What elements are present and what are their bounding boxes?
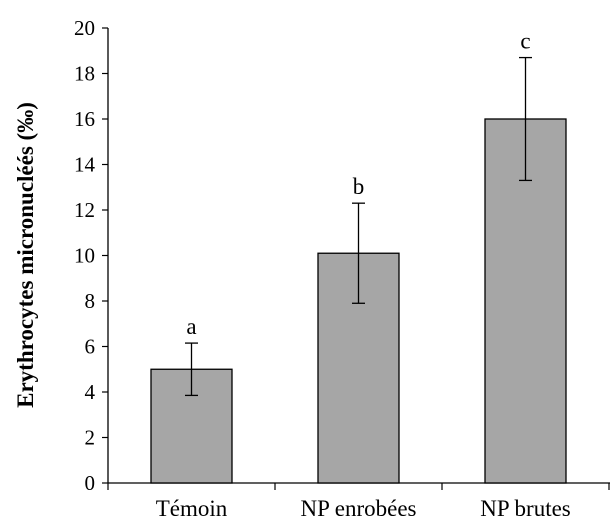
x-category-label: Témoin [156,496,228,521]
labels: a Témoin b NP enrobées c NP brutes [156,29,571,521]
significance-label: c [520,29,530,54]
y-axis-title: Erythrocytes micronucléés (‰) [13,102,38,408]
y-tick-label: 14 [74,153,96,177]
bar [317,252,400,484]
y-tick-label: 18 [74,62,95,86]
significance-label: b [353,174,365,199]
error-bars [185,56,532,397]
axes: 0 2 4 6 8 10 12 14 16 18 20 [74,16,610,495]
y-tick-label: 4 [85,380,96,404]
y-tick-label: 12 [74,198,95,222]
x-category-label: NP brutes [480,496,571,521]
y-tick-label: 2 [85,426,96,450]
bars [150,118,567,484]
y-tick-label: 16 [74,107,95,131]
y-tick-label: 0 [85,471,96,495]
y-tick-label: 20 [74,16,95,40]
y-tick-label: 8 [85,289,96,313]
x-category-label: NP enrobées [300,496,416,521]
significance-label: a [186,314,196,339]
y-tick-label: 10 [74,244,95,268]
y-tick-label: 6 [85,335,96,359]
